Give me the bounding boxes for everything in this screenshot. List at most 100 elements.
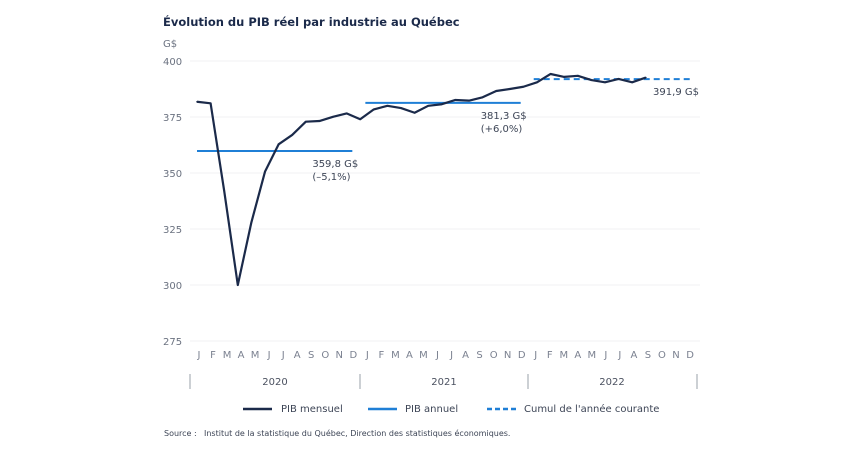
monthly-data-point <box>318 120 321 122</box>
x-tick-label: M <box>419 350 428 361</box>
x-tick-label: S <box>645 350 651 361</box>
monthly-data-point <box>481 96 484 99</box>
annual-change-label-2021: (+6,0%) <box>481 124 523 135</box>
year-label: 2022 <box>599 377 624 388</box>
monthly-data-point <box>250 221 253 224</box>
monthly-data-point <box>345 112 348 115</box>
year-label: 2021 <box>431 377 456 388</box>
monthly-data-point <box>196 100 198 103</box>
x-tick-label: N <box>504 350 511 361</box>
monthly-data-point <box>209 102 212 105</box>
x-tick-label: A <box>238 350 245 361</box>
x-tick-label: J <box>435 350 439 361</box>
legend: PIB mensuel PIB annuel Cumul de l'année … <box>243 403 659 415</box>
monthly-data-point <box>631 81 633 84</box>
y-axis-ticks: 275 300 325 350 375 400 <box>163 57 182 348</box>
gridlines <box>190 60 700 342</box>
x-tick-label: J <box>533 350 537 361</box>
y-tick-label: 400 <box>163 57 182 68</box>
monthly-data-point <box>509 88 511 90</box>
monthly-data-point <box>495 90 498 92</box>
x-tick-label: S <box>308 350 314 361</box>
source-label: Source : <box>164 429 197 438</box>
legend-label-pib-mensuel: PIB mensuel <box>281 404 343 415</box>
monthly-data-point <box>454 99 457 101</box>
x-tick-label: O <box>658 350 666 361</box>
chart-title: Évolution du PIB réel par industrie au Q… <box>163 14 460 29</box>
x-tick-label: A <box>462 350 469 361</box>
monthly-data-point <box>441 103 443 106</box>
y-tick-label: 275 <box>163 337 182 348</box>
monthly-data-point <box>549 73 552 75</box>
monthly-data-point <box>617 78 620 80</box>
x-tick-label: J <box>603 350 607 361</box>
x-tick-label: A <box>294 350 301 361</box>
x-tick-label: N <box>672 350 679 361</box>
y-tick-label: 375 <box>163 113 182 124</box>
x-tick-label: M <box>223 350 232 361</box>
monthly-series-line <box>196 72 647 287</box>
x-tick-label: D <box>518 350 526 361</box>
year-label: 2020 <box>262 377 287 388</box>
x-tick-label: O <box>321 350 329 361</box>
x-tick-label: M <box>588 350 597 361</box>
monthly-data-point <box>386 105 389 107</box>
monthly-data-point <box>536 81 538 84</box>
x-tick-label: J <box>281 350 285 361</box>
monthly-data-point <box>645 76 647 79</box>
annual-lines: 359,8 G$ (–5,1%) 381,3 G$ (+6,0%) 391,9 G$ <box>197 78 699 183</box>
monthly-data-point <box>413 111 416 114</box>
monthly-data-point <box>277 143 280 146</box>
monthly-data-point <box>468 99 470 102</box>
x-tick-label: N <box>336 350 343 361</box>
annual-value-label-2021: 381,3 G$ <box>481 111 527 122</box>
x-tick-label: D <box>349 350 357 361</box>
monthly-data-point <box>590 79 593 81</box>
annual-value-label-2020: 359,8 G$ <box>312 159 358 170</box>
monthly-data-point <box>264 170 266 173</box>
monthly-data-point <box>577 74 579 77</box>
x-tick-label: A <box>574 350 581 361</box>
x-tick-label: F <box>547 350 553 361</box>
y-tick-label: 300 <box>163 281 182 292</box>
y-axis-unit: G$ <box>163 39 177 50</box>
monthly-data-point <box>604 81 606 84</box>
x-tick-label: F <box>379 350 385 361</box>
x-tick-label: M <box>559 350 568 361</box>
x-tick-label: J <box>267 350 271 361</box>
y-tick-label: 325 <box>163 225 182 236</box>
monthly-data-point <box>359 118 362 121</box>
legend-label-cumul: Cumul de l'année courante <box>524 403 659 415</box>
legend-label-pib-annuel: PIB annuel <box>405 404 458 415</box>
x-tick-label: J <box>617 350 621 361</box>
x-tick-label: M <box>391 350 400 361</box>
monthly-data-point <box>305 120 307 123</box>
monthly-data-point <box>400 107 402 109</box>
annual-value-label-2022: 391,9 G$ <box>653 87 699 98</box>
x-tick-label: D <box>686 350 694 361</box>
x-tick-label: J <box>365 350 369 361</box>
monthly-line <box>196 72 647 287</box>
x-tick-label: A <box>406 350 413 361</box>
monthly-data-point <box>223 190 225 192</box>
x-tick-label: J <box>449 350 453 361</box>
monthly-data-point <box>563 76 565 78</box>
source-text: Institut de la statistique du Québec, Di… <box>204 428 510 438</box>
x-tick-label: J <box>197 350 201 361</box>
monthly-data-point <box>291 134 294 136</box>
y-tick-label: 350 <box>163 169 182 180</box>
monthly-data-point <box>427 105 430 107</box>
monthly-data-point <box>332 115 334 118</box>
x-tick-label: O <box>490 350 498 361</box>
annual-change-label-2020: (–5,1%) <box>312 172 350 183</box>
x-tick-label: M <box>251 350 260 361</box>
x-tick-label: F <box>210 350 216 361</box>
monthly-data-point <box>237 284 239 286</box>
x-axis-years: 2020 2021 2022 <box>189 374 698 389</box>
x-tick-label: S <box>476 350 482 361</box>
monthly-data-point <box>373 108 375 111</box>
x-tick-label: A <box>631 350 638 361</box>
monthly-data-point <box>522 85 525 88</box>
